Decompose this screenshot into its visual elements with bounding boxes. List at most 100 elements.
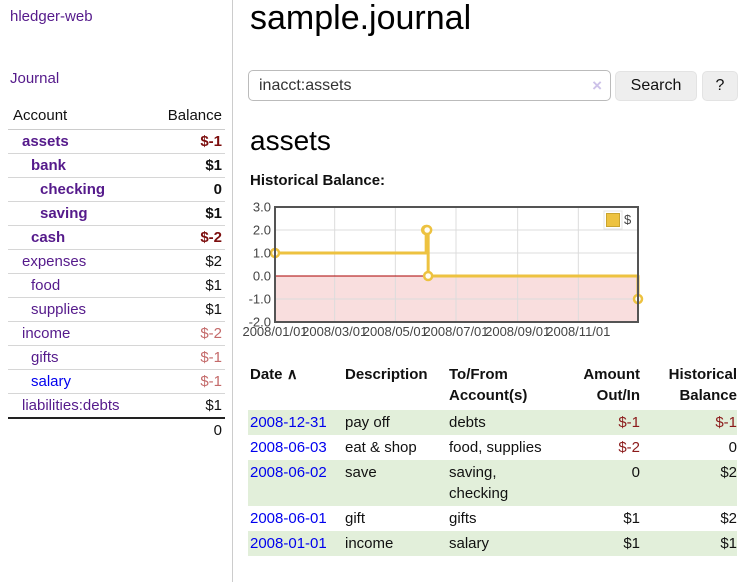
account-row: gifts $-1 bbox=[8, 345, 225, 370]
account-balance: $1 bbox=[158, 297, 225, 322]
account-row: salary $-1 bbox=[8, 369, 225, 394]
account-row: supplies $1 bbox=[8, 297, 225, 322]
accounts-col-account: Account bbox=[8, 103, 158, 130]
sidebar-account-assets[interactable]: assets bbox=[22, 133, 69, 150]
transaction-amount: 0 bbox=[561, 460, 640, 506]
sidebar-account-expenses[interactable]: expenses bbox=[22, 253, 87, 270]
accounts-table: Account Balance assets $-1 bank $1 checking 0… bbox=[8, 103, 225, 442]
help-button[interactable]: ? bbox=[702, 71, 738, 101]
sidebar-account-saving[interactable]: saving bbox=[40, 205, 88, 222]
transaction-date-link[interactable]: 2008-06-03 bbox=[250, 439, 327, 456]
legend-swatch bbox=[606, 213, 620, 227]
account-balance: $-2 bbox=[158, 225, 225, 250]
account-balance: $1 bbox=[158, 273, 225, 298]
accounts-col-balance: Balance bbox=[158, 103, 225, 130]
account-balance: $-1 bbox=[158, 345, 225, 370]
sidebar-account-checking[interactable]: checking bbox=[40, 181, 106, 198]
search-button[interactable]: Search bbox=[615, 71, 697, 101]
section-title: assets bbox=[250, 125, 331, 156]
sidebar-account-income[interactable]: income bbox=[22, 325, 71, 342]
register-col-amount: Amount Out/In bbox=[583, 366, 640, 404]
sort-ascending-icon: ∧ bbox=[286, 366, 298, 383]
sidebar-account-salary[interactable]: salary bbox=[31, 373, 72, 390]
register-col-date[interactable]: Date ∧ bbox=[248, 362, 345, 410]
date-header-label: Date bbox=[250, 366, 283, 383]
transaction-balance: $-1 bbox=[640, 410, 737, 435]
account-row: cash $-2 bbox=[8, 225, 225, 250]
transaction-date-link[interactable]: 2008-06-02 bbox=[250, 464, 327, 481]
register-row: 2008-06-02 save saving, checking 0 $2 bbox=[248, 460, 737, 506]
transaction-date-link[interactable]: 2008-12-31 bbox=[250, 414, 327, 431]
y-tick-label: 3.0 bbox=[253, 200, 271, 215]
transaction-balance: $1 bbox=[640, 531, 737, 556]
legend-label: $ bbox=[624, 212, 632, 227]
x-tick-label: 2008/07/01 bbox=[423, 324, 488, 339]
transaction-amount: $1 bbox=[623, 510, 640, 527]
register-row: 2008-06-01 gift gifts $1 $2 bbox=[248, 506, 737, 531]
account-balance: $-1 bbox=[158, 129, 225, 154]
x-tick-label: 2008/11/01 bbox=[546, 324, 610, 339]
transaction-balance: 0 bbox=[728, 439, 737, 456]
main-content: sample.journal × Search ? assets Histori… bbox=[242, 0, 742, 582]
account-balance: $1 bbox=[158, 393, 225, 419]
x-tick-label: 2008/09/01 bbox=[485, 324, 550, 339]
plot-border bbox=[274, 206, 639, 323]
accounts-total-spacer bbox=[8, 417, 158, 442]
search-form: × Search ? bbox=[248, 70, 742, 102]
account-balance: $-1 bbox=[158, 369, 225, 394]
x-tick-label: 2008/05/01 bbox=[363, 324, 428, 339]
y-tick-label: 2.0 bbox=[253, 223, 271, 238]
sidebar: hledger-web Journal Account Balance asse… bbox=[0, 0, 233, 582]
transaction-accounts: salary bbox=[449, 531, 561, 556]
register-header-row: Date ∧ Description To/From Account(s) Am… bbox=[248, 362, 737, 410]
y-tick-label: -1.0 bbox=[249, 292, 271, 307]
brand-link[interactable]: hledger-web bbox=[10, 8, 93, 25]
sidebar-account-supplies[interactable]: supplies bbox=[31, 301, 87, 318]
data-point-marker bbox=[422, 270, 434, 282]
sidebar-account-gifts[interactable]: gifts bbox=[31, 349, 59, 366]
register-col-accounts: To/From Account(s) bbox=[449, 366, 528, 404]
account-row: checking 0 bbox=[8, 177, 225, 202]
transaction-description: eat & shop bbox=[345, 439, 417, 456]
account-balance: 0 bbox=[158, 177, 225, 202]
account-row: bank $1 bbox=[8, 153, 225, 178]
accounts-total-value: 0 bbox=[158, 417, 225, 442]
sidebar-account-food[interactable]: food bbox=[31, 277, 61, 294]
page-title: sample.journal bbox=[250, 0, 472, 37]
account-balance: $-2 bbox=[158, 321, 225, 346]
sidebar-account-cash[interactable]: cash bbox=[31, 229, 66, 246]
account-row: income $-2 bbox=[8, 321, 225, 346]
account-row: food $1 bbox=[8, 273, 225, 298]
register-row: 2008-06-03 eat & shop food, supplies $-2 0 bbox=[248, 435, 737, 460]
transaction-description: gift bbox=[345, 510, 366, 527]
clear-search-icon[interactable]: × bbox=[592, 76, 602, 95]
register-row: 2008-01-01 income salary $1 $1 bbox=[248, 531, 737, 556]
transaction-date-link[interactable]: 2008-01-01 bbox=[250, 535, 327, 552]
transaction-balance: $2 bbox=[640, 460, 737, 506]
transaction-accounts: gifts bbox=[449, 510, 477, 527]
y-tick-label: 0.0 bbox=[253, 269, 271, 284]
data-point-marker bbox=[421, 224, 433, 236]
search-input[interactable] bbox=[248, 70, 611, 101]
account-balance: $1 bbox=[158, 201, 225, 226]
transaction-accounts: saving, checking bbox=[449, 460, 561, 506]
sidebar-item-journal[interactable]: Journal bbox=[10, 70, 60, 87]
chart-svg: $3.0 2.0 1.0 0.0 -1.0 -2.02008/01/012008/03/0… bbox=[242, 200, 644, 339]
sidebar-account-liabilities-debts[interactable]: liabilities:debts bbox=[22, 397, 120, 414]
account-row: saving $1 bbox=[8, 201, 225, 226]
transaction-date-link[interactable]: 2008-06-01 bbox=[250, 510, 327, 527]
account-balance: $1 bbox=[158, 153, 225, 178]
register-row: 2008-12-31 pay off debts $-1 $-1 bbox=[248, 410, 737, 435]
transaction-accounts: debts bbox=[449, 410, 561, 435]
register-col-description: Description bbox=[345, 366, 428, 383]
transaction-description: income bbox=[345, 531, 449, 556]
account-row: assets $-1 bbox=[8, 129, 225, 154]
account-balance: $2 bbox=[158, 249, 225, 274]
chart-heading: Historical Balance: bbox=[250, 172, 386, 189]
transaction-description: pay off bbox=[345, 410, 449, 435]
transaction-description: save bbox=[345, 460, 449, 506]
y-tick-label: -2.0 bbox=[249, 315, 271, 330]
accounts-total-row: 0 bbox=[8, 417, 225, 442]
transaction-amount: $1 bbox=[561, 531, 640, 556]
sidebar-account-bank[interactable]: bank bbox=[31, 157, 67, 174]
